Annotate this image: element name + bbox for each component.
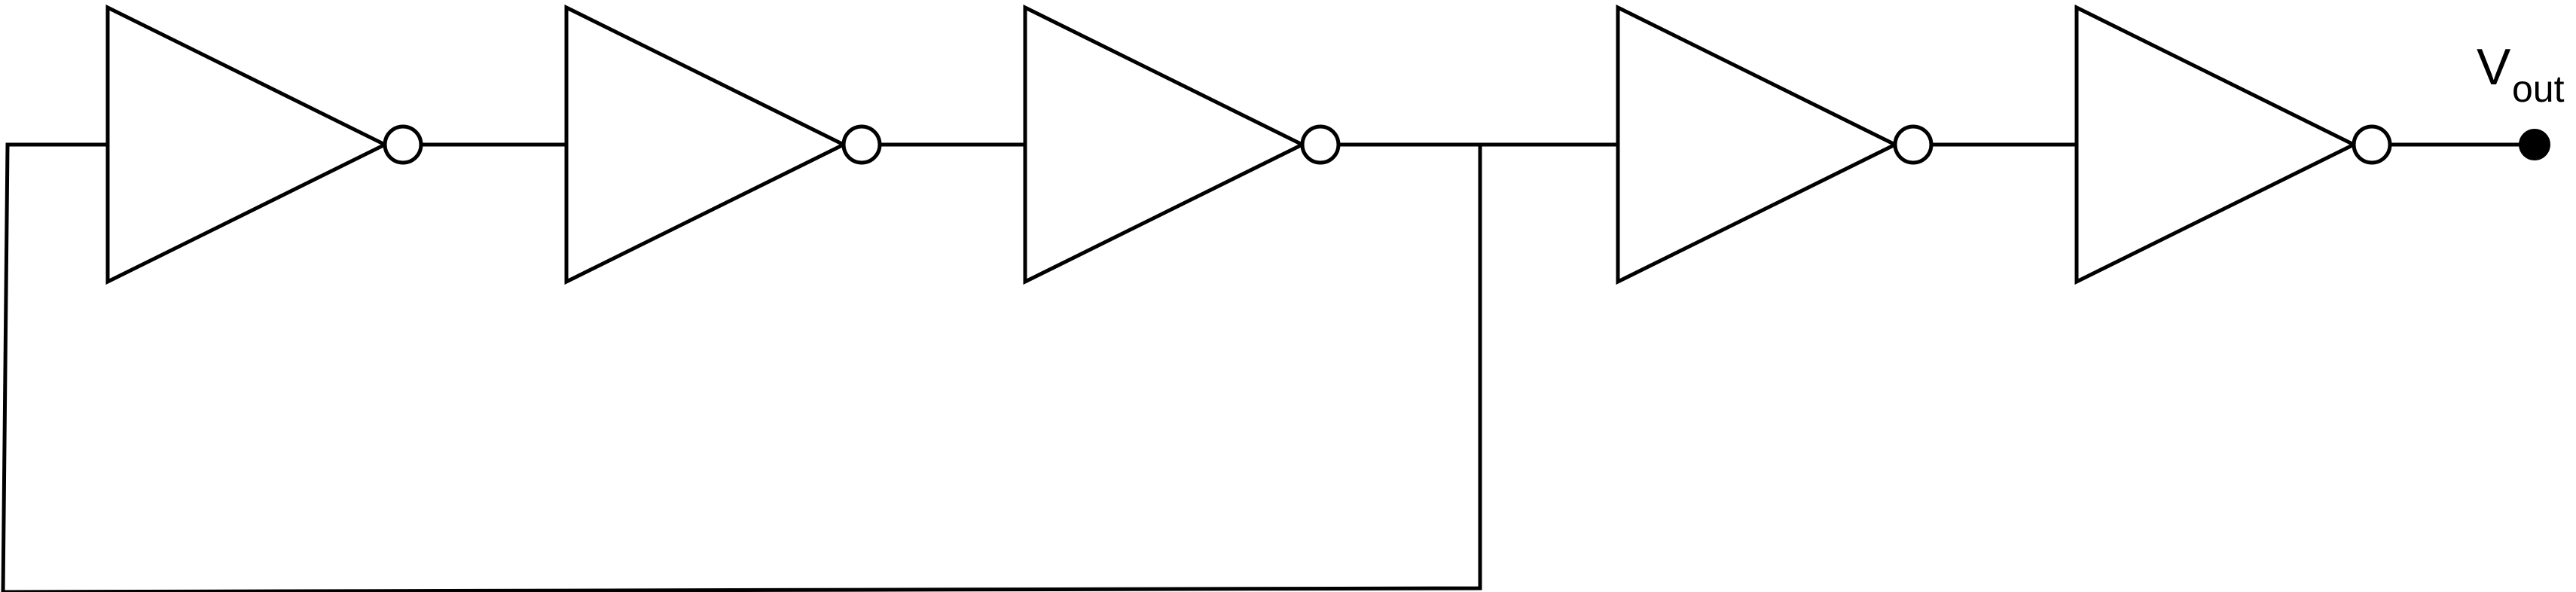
inverter-1	[105, 4, 423, 285]
inverter-triangle	[564, 4, 848, 285]
inverter-bubble	[841, 124, 882, 165]
inverter-5	[2074, 4, 2392, 285]
inverter-bubble	[1300, 124, 1341, 165]
inverter-2	[564, 4, 882, 285]
vout-label-subscript: out	[2512, 68, 2565, 110]
vout-label: V	[2477, 38, 2511, 96]
inverter-triangle	[1616, 4, 1900, 285]
wire-feedback	[1, 142, 1482, 592]
inverter-triangle	[2074, 4, 2358, 285]
inverter-triangle	[1023, 4, 1307, 285]
inverter-bubble	[383, 124, 423, 165]
vout-terminal	[2519, 129, 2550, 160]
wires	[1, 142, 2535, 592]
inverter-bubble	[1893, 124, 1934, 165]
inverter-chain	[105, 4, 2392, 285]
inverter-3	[1023, 4, 1341, 285]
inverter-4	[1616, 4, 1934, 285]
inverter-triangle	[105, 4, 389, 285]
inverter-bubble	[2352, 124, 2392, 165]
